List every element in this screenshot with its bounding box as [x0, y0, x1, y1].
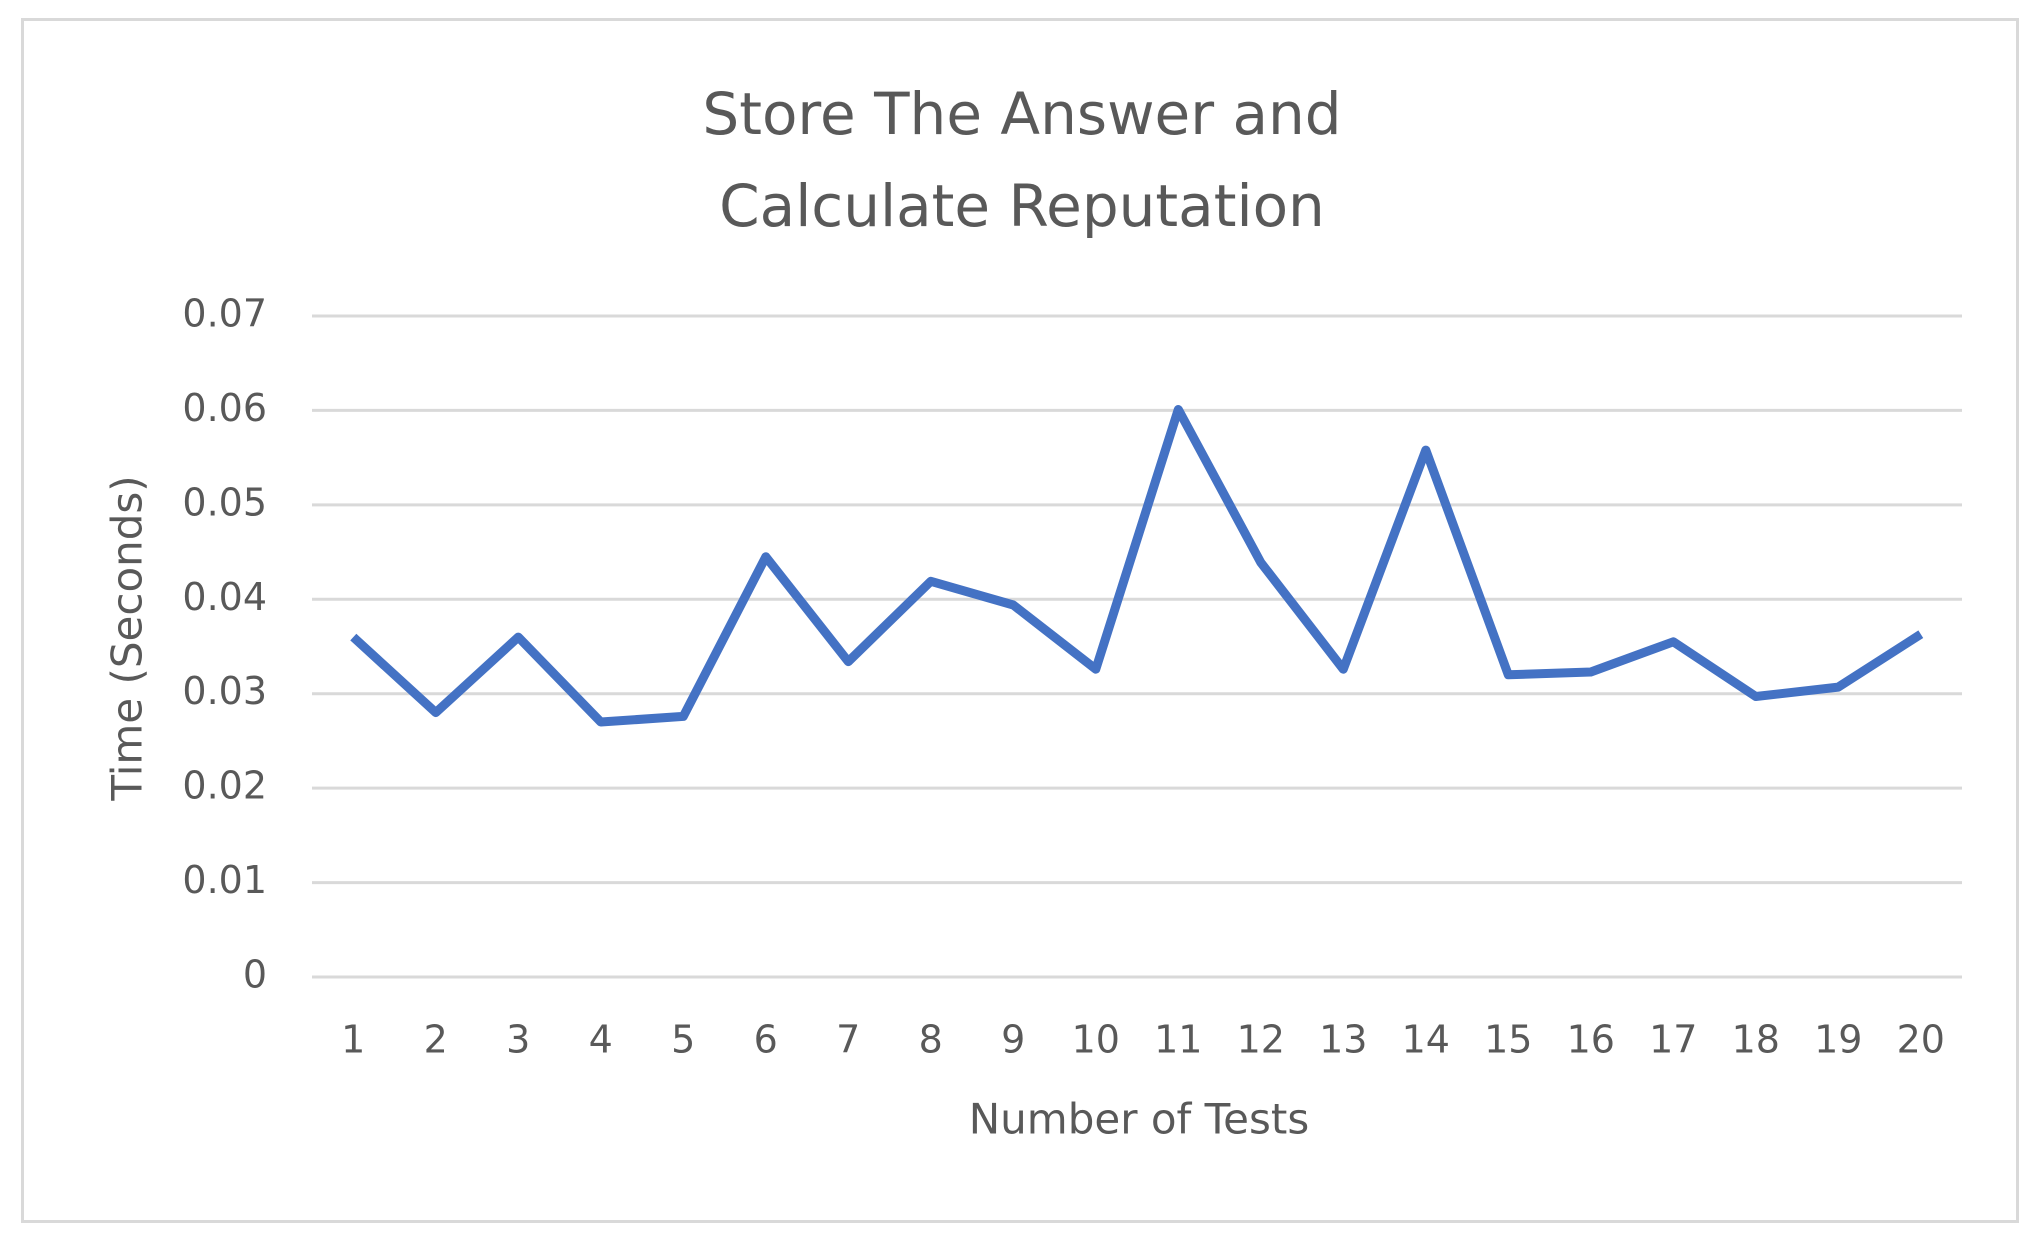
x-tick-label: 2 — [424, 1018, 448, 1062]
x-tick-label: 17 — [1649, 1018, 1697, 1062]
y-tick-label: 0.06 — [182, 386, 267, 430]
x-axis-title: Number of Tests — [969, 1095, 1310, 1144]
chart-frame — [21, 18, 2019, 1223]
x-tick-label: 18 — [1732, 1018, 1780, 1062]
y-tick-label: 0.05 — [182, 480, 267, 524]
x-tick-label: 8 — [919, 1018, 943, 1062]
x-tick-label: 20 — [1897, 1018, 1945, 1062]
x-tick-label: 15 — [1484, 1018, 1532, 1062]
x-tick-label: 3 — [506, 1018, 530, 1062]
x-tick-label: 1 — [341, 1018, 365, 1062]
y-axis-title: Time (Seconds) — [103, 475, 152, 801]
x-tick-label: 14 — [1402, 1018, 1450, 1062]
chart-title: Store The Answer and Calculate Reputatio… — [702, 80, 1342, 240]
x-tick-label: 16 — [1567, 1018, 1615, 1062]
x-tick-label: 6 — [754, 1018, 778, 1062]
x-tick-label: 19 — [1814, 1018, 1862, 1062]
x-tick-label: 5 — [671, 1018, 695, 1062]
x-tick-label: 12 — [1237, 1018, 1285, 1062]
y-tick-label: 0.03 — [182, 669, 267, 713]
y-tick-label: 0.02 — [182, 764, 267, 808]
y-tick-label: 0.01 — [182, 858, 267, 902]
x-tick-label: 11 — [1154, 1018, 1202, 1062]
y-tick-label: 0.04 — [182, 575, 267, 619]
y-tick-label: 0 — [243, 953, 267, 997]
x-tick-label: 7 — [836, 1018, 860, 1062]
x-tick-label: 10 — [1072, 1018, 1120, 1062]
data-line — [350, 405, 1924, 727]
x-tick-label: 4 — [589, 1018, 613, 1062]
y-tick-label: 0.07 — [182, 292, 267, 336]
x-tick-label: 9 — [1001, 1018, 1025, 1062]
x-tick-label: 13 — [1319, 1018, 1367, 1062]
